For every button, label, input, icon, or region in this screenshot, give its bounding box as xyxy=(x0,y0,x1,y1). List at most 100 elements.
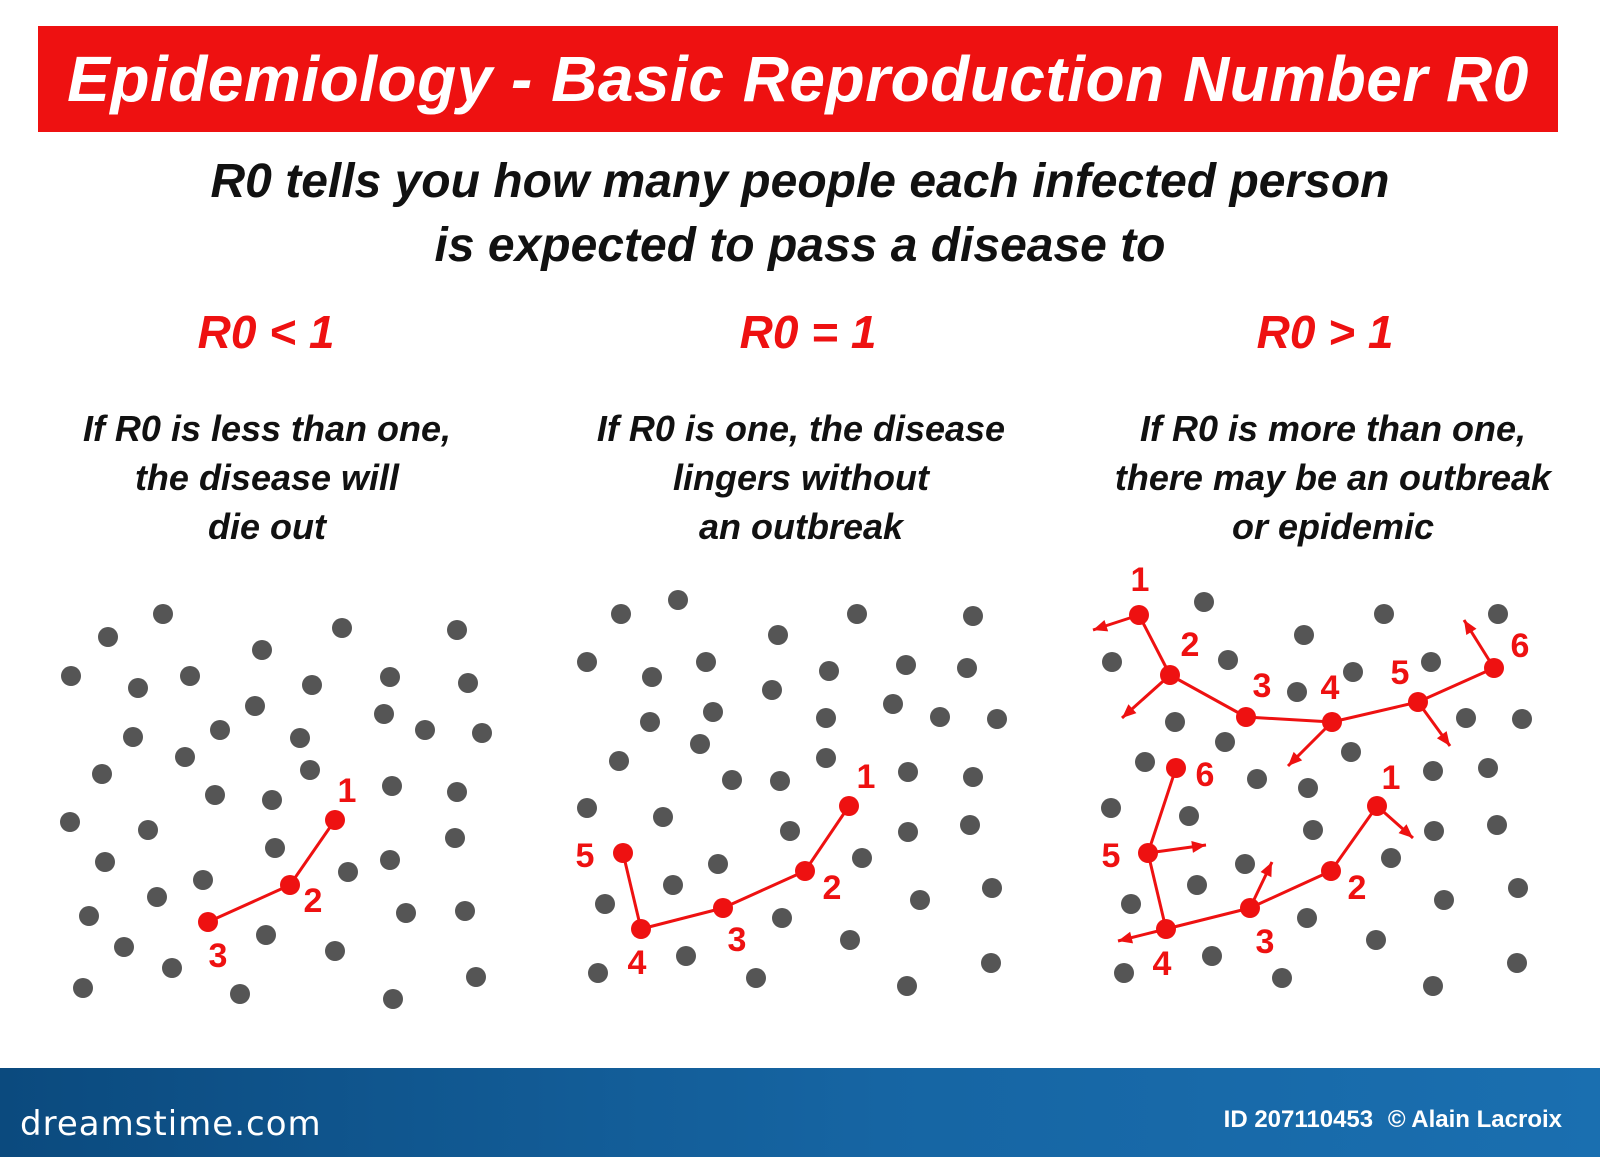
population-dot xyxy=(466,967,486,987)
infection-order-label: 3 xyxy=(728,921,747,959)
spread-arrowhead xyxy=(1260,862,1272,878)
population-dot xyxy=(1218,650,1238,670)
infection-order-label: 2 xyxy=(1181,626,1200,664)
population-dot xyxy=(265,838,285,858)
transmission-link xyxy=(1137,614,1172,676)
population-dot xyxy=(611,604,631,624)
title-banner: Epidemiology - Basic Reproduction Number… xyxy=(38,26,1558,132)
population-dot xyxy=(180,666,200,686)
population-dot xyxy=(896,655,916,675)
population-dot xyxy=(1287,682,1307,702)
population-dot xyxy=(963,606,983,626)
population-dot xyxy=(252,640,272,660)
population-dot xyxy=(910,890,930,910)
panel-heading-equal: R0 = 1 xyxy=(739,306,877,358)
population-dot xyxy=(898,762,918,782)
population-dot xyxy=(73,978,93,998)
population-dot xyxy=(982,878,1002,898)
footer-brand[interactable]: dreamstime.com xyxy=(20,1104,322,1144)
population-dot xyxy=(1187,875,1207,895)
infection-order-label: 6 xyxy=(1196,756,1215,794)
population-dot xyxy=(262,790,282,810)
population-dot xyxy=(338,862,358,882)
population-dot xyxy=(138,820,158,840)
spread-arrowhead xyxy=(1464,620,1477,636)
infection-order-label: 2 xyxy=(304,882,323,920)
population-dot xyxy=(147,887,167,907)
population-dot xyxy=(153,604,173,624)
image-id: ID 207110453 xyxy=(1223,1106,1374,1133)
population-dot xyxy=(653,807,673,827)
infection-order-label: 1 xyxy=(338,772,357,810)
population-dot xyxy=(98,627,118,647)
transmission-link xyxy=(722,869,806,910)
population-dot xyxy=(772,908,792,928)
infection-order-label: 2 xyxy=(823,869,842,907)
population-dot xyxy=(703,702,723,722)
spread-arrowhead xyxy=(1191,840,1206,853)
population-dot xyxy=(1341,742,1361,762)
transmission-link xyxy=(1331,700,1419,724)
population-dot xyxy=(1102,652,1122,672)
panel-desc-greater: If R0 is more than one, there may be an … xyxy=(1063,404,1600,551)
infected-person xyxy=(1322,712,1342,732)
population-dot xyxy=(577,652,597,672)
population-dot xyxy=(668,590,688,610)
population-dot xyxy=(205,785,225,805)
desc-line: an outbreak xyxy=(698,506,904,547)
population-dot xyxy=(175,747,195,767)
desc-line: If R0 is one, the disease xyxy=(596,408,1006,449)
population-dot xyxy=(1423,761,1443,781)
spread-arrowhead xyxy=(1288,751,1303,766)
population-dot xyxy=(1247,769,1267,789)
main-title: Epidemiology - Basic Reproduction Number… xyxy=(67,43,1529,115)
infection-order-label: 1 xyxy=(1131,561,1150,599)
population-dot xyxy=(746,968,766,988)
population-dot xyxy=(642,667,662,687)
population-dot xyxy=(957,658,977,678)
infected-person xyxy=(839,796,859,816)
footer-bar: dreamstime.com ID 207110453 © Alain Lacr… xyxy=(0,1068,1600,1157)
population-dot xyxy=(981,953,1001,973)
footer-credit: ID 207110453 © Alain Lacroix xyxy=(1224,1106,1570,1134)
population-dot xyxy=(1478,758,1498,778)
population-dot xyxy=(230,984,250,1004)
population-dot xyxy=(780,821,800,841)
desc-line: there may be an outbreak xyxy=(1114,457,1552,498)
spread-arrowhead xyxy=(1436,731,1450,746)
population-dot xyxy=(1202,946,1222,966)
population-dot xyxy=(61,666,81,686)
population-dot xyxy=(960,815,980,835)
transmission-link xyxy=(207,883,291,924)
population-dot xyxy=(382,776,402,796)
population-dot xyxy=(123,727,143,747)
infection-order-label: 2 xyxy=(1348,869,1367,907)
infected-person xyxy=(1156,919,1176,939)
infection-order-label: 5 xyxy=(1102,837,1121,875)
population-dot xyxy=(1421,652,1441,672)
infection-order-label: 3 xyxy=(1256,923,1275,961)
population-dot xyxy=(819,661,839,681)
population-dot xyxy=(1165,712,1185,732)
population-dot xyxy=(380,667,400,687)
population-dot xyxy=(447,620,467,640)
infected-person xyxy=(1236,707,1256,727)
population-dot xyxy=(1114,963,1134,983)
infected-person xyxy=(1129,605,1149,625)
desc-line: lingers without xyxy=(673,457,929,498)
population-dot xyxy=(1101,798,1121,818)
infection-order-label: 4 xyxy=(1321,669,1340,707)
population-dot xyxy=(455,901,475,921)
population-dot xyxy=(898,822,918,842)
subtitle: R0 tells you how many people each infect… xyxy=(0,150,1600,278)
infected-person xyxy=(1240,898,1260,918)
population-dot xyxy=(1366,930,1386,950)
population-dot xyxy=(245,696,265,716)
transmission-link xyxy=(803,805,851,872)
infected-person xyxy=(1160,665,1180,685)
population-dot xyxy=(816,748,836,768)
population-dot xyxy=(1423,976,1443,996)
desc-line: If R0 is less than one, xyxy=(82,408,452,449)
desc-line: or epidemic xyxy=(1231,506,1435,547)
panel-desc-equal: If R0 is one, the disease lingers withou… xyxy=(531,404,1071,551)
